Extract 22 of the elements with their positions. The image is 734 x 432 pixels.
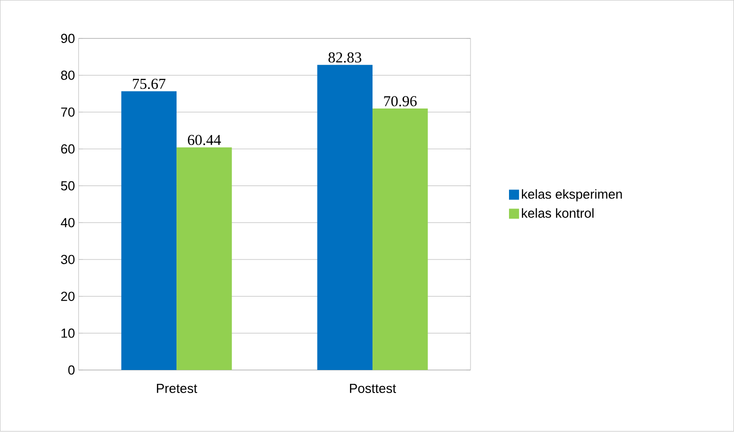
data-label: 60.44 <box>188 135 221 146</box>
bar <box>121 91 177 370</box>
data-label: 75.67 <box>132 79 166 90</box>
legend-label: kelas eksperimen <box>522 189 622 202</box>
y-tick-label: 40 <box>60 218 75 228</box>
x-tick-label: Pretest <box>156 384 198 394</box>
y-tick-label: 80 <box>61 70 75 80</box>
bar <box>317 65 373 370</box>
data-label: 70.96 <box>384 96 417 107</box>
bar <box>176 148 232 370</box>
y-tick-label: 0 <box>68 366 75 375</box>
y-tick-label: 20 <box>61 292 75 302</box>
y-tick-label: 90 <box>61 34 75 44</box>
bar <box>372 108 428 370</box>
y-tick-label: 60 <box>61 144 75 154</box>
x-tick-label: Posttest <box>350 384 396 394</box>
y-tick-label: 70 <box>61 108 75 117</box>
data-label: 82.83 <box>328 52 362 63</box>
legend-label: kelas kontrol <box>522 208 594 218</box>
y-tick-label: 30 <box>61 255 75 264</box>
y-tick-label: 50 <box>61 181 75 191</box>
y-tick-label: 10 <box>62 328 75 338</box>
